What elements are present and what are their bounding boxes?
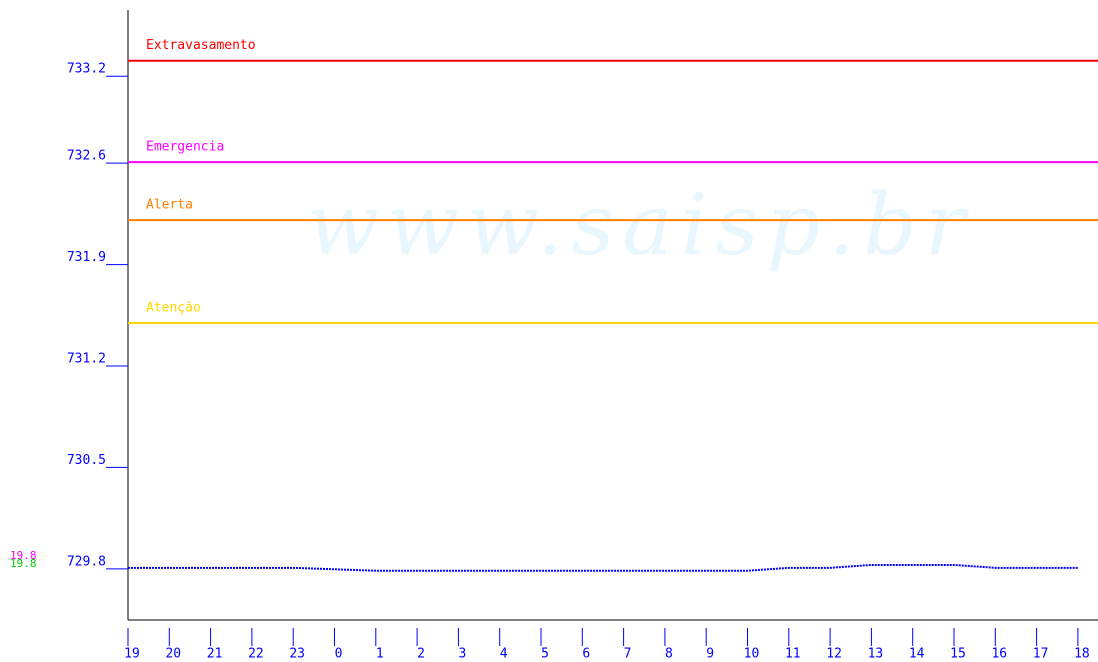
x-tick-label: 4 <box>500 647 508 662</box>
x-tick-label: 15 <box>950 647 966 662</box>
y-tick-label: 731.9 <box>67 250 106 265</box>
x-tick-label: 22 <box>248 647 264 662</box>
y-tick-label: 733.2 <box>67 62 106 77</box>
x-tick-label: 9 <box>706 647 714 662</box>
y-tick-label: 731.2 <box>67 351 106 366</box>
annotation: 19.8 <box>10 557 37 570</box>
y-tick-label: 729.8 <box>67 554 106 569</box>
x-tick-label: 10 <box>744 647 760 662</box>
x-tick-label: 7 <box>624 647 632 662</box>
annotation: 19.8 <box>10 549 37 562</box>
x-tick-label: 16 <box>991 647 1007 662</box>
threshold-label: Extravasamento <box>146 38 256 53</box>
threshold-label: Alerta <box>146 198 193 213</box>
x-tick-label: 18 <box>1074 647 1090 662</box>
y-tick-label: 732.6 <box>67 149 106 164</box>
threshold-label: Emergencia <box>146 140 224 155</box>
x-tick-label: 21 <box>207 647 223 662</box>
x-tick-label: 14 <box>909 647 925 662</box>
data-line <box>128 563 1078 572</box>
x-tick-label: 23 <box>289 647 305 662</box>
x-tick-label: 1 <box>376 647 384 662</box>
threshold-label: Atenção <box>146 300 201 315</box>
x-tick-label: 17 <box>1033 647 1049 662</box>
x-tick-label: 6 <box>582 647 590 662</box>
x-tick-label: 8 <box>665 647 673 662</box>
x-tick-label: 5 <box>541 647 549 662</box>
x-tick-label: 2 <box>417 647 425 662</box>
x-tick-label: 12 <box>826 647 842 662</box>
x-tick-label: 13 <box>868 647 884 662</box>
x-tick-label: 20 <box>165 647 181 662</box>
watermark: www.saisp.br <box>307 176 973 274</box>
y-tick-label: 730.5 <box>67 453 106 468</box>
x-tick-label: 19 <box>124 647 140 662</box>
x-tick-label: 3 <box>458 647 466 662</box>
x-tick-label: 11 <box>785 647 801 662</box>
x-tick-label: 0 <box>335 647 343 662</box>
